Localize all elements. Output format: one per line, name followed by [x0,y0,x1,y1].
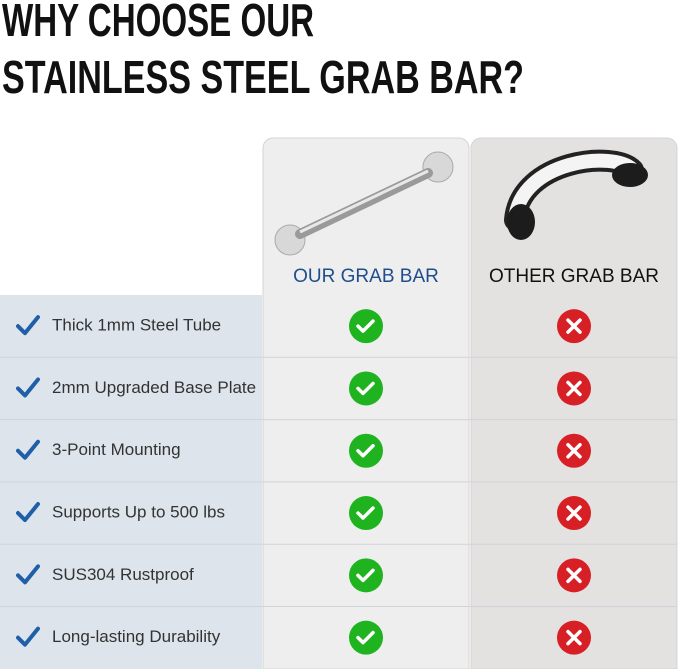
yes-icon-mark [356,319,375,333]
other-product-image [504,149,648,240]
feature-label: 3-Point Mounting [52,440,181,459]
no-icon-mark [566,629,582,646]
feature-label: Thick 1mm Steel Tube [52,316,221,335]
yes-icon-mark [356,506,375,520]
no-icon-mark [566,318,582,334]
yes-icon-mark [356,568,375,583]
checkmark-icon [16,564,40,585]
feature-label: Long-lasting Durability [52,627,221,646]
yes-icon-mark [356,381,375,396]
checkmark-icon [16,377,40,398]
feature-label: 2mm Upgraded Base Plate [52,378,256,397]
checkmark-icon [16,502,40,523]
checkmark-icon [16,315,40,336]
no-icon-mark [566,505,582,521]
title-line: WHY CHOOSE OUR [2,0,314,46]
no-icon-mark [566,567,582,584]
our-product-image [274,151,454,256]
column-header: OTHER GRAB BAR [489,266,659,287]
title-line: STAINLESS STEEL GRAB BAR? [2,51,524,103]
column-header: OUR GRAB BAR [293,266,439,287]
no-icon-mark [566,380,582,397]
no-icon-mark [566,443,582,459]
yes-icon-mark [356,444,375,458]
checkmark-icon [16,626,40,647]
feature-label: SUS304 Rustproof [52,565,194,584]
yes-icon-mark [356,630,375,645]
rows: Thick 1mm Steel Tube 2mm Upgraded Base Pl… [0,309,677,655]
feature-label: Supports Up to 500 lbs [52,503,225,522]
checkmark-icon [16,439,40,460]
